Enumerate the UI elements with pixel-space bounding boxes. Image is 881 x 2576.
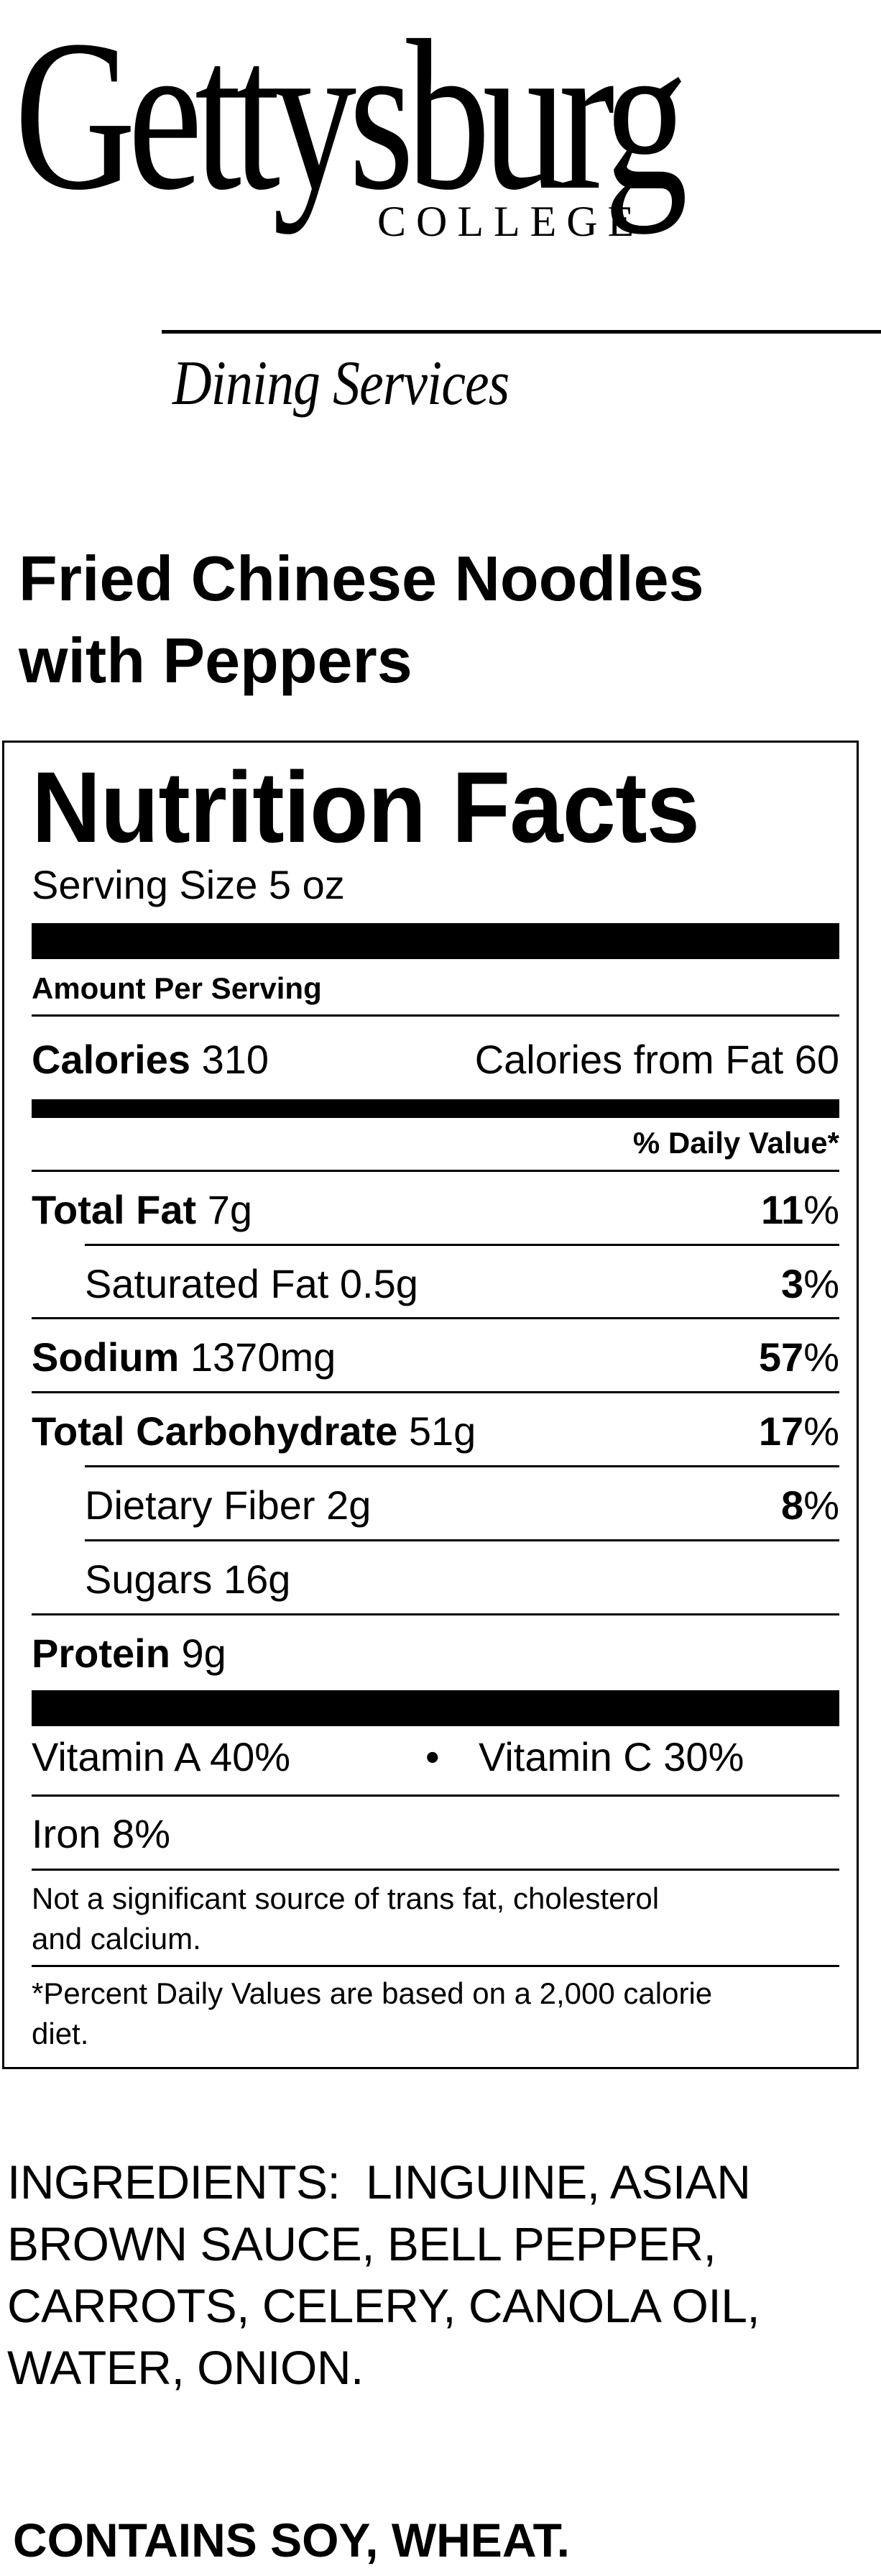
note-line2: and calcium. <box>32 1922 201 1956</box>
nutrient-row-protein: Protein 9g <box>32 1633 839 1674</box>
medium-divider <box>32 1099 839 1118</box>
nutrient-label: Sodium <box>32 1334 180 1380</box>
nutrient-label: Sugars <box>85 1557 213 1602</box>
ingredients-list: INGREDIENTS: LINGUINE, ASIAN BROWN SAUCE… <box>7 2151 877 2398</box>
nutrient-daily-value: 57% <box>758 1334 839 1380</box>
divider <box>32 1014 839 1017</box>
nutrient-label: Saturated Fat <box>85 1261 329 1306</box>
note-line1: Not a significant source of trans fat, c… <box>32 1881 660 1915</box>
nutrient-amount: 51g <box>408 1408 476 1454</box>
nutrition-facts-panel: Nutrition Facts Serving Size 5 oz Amount… <box>2 741 859 2069</box>
nutrient-amount: 9g <box>181 1631 226 1676</box>
divider <box>32 1170 839 1172</box>
nutrient-amount: 16g <box>223 1557 291 1602</box>
divider <box>85 1465 839 1467</box>
ingredients-line4: WATER, ONION. <box>7 2341 364 2394</box>
daily-value-footnote: *Percent Daily Values are based on a 2,0… <box>32 1974 839 2054</box>
nutrient-row-total-fat: Total Fat 7g 11% <box>32 1190 839 1230</box>
footnote-line2: diet. <box>32 2017 89 2050</box>
logo-subtitle: COLLEGE <box>377 198 645 245</box>
nutrient-daily-value: 8% <box>781 1482 839 1528</box>
thick-divider <box>32 1690 839 1726</box>
iron: Iron 8% <box>32 1811 170 1856</box>
calories-row: Calories 310 Calories from Fat 60 <box>32 1040 839 1080</box>
nutrient-row-sugars: Sugars 16g <box>32 1559 839 1600</box>
dish-title-line2: with Peppers <box>19 625 412 696</box>
nutrient-label: Total Carbohydrate <box>32 1408 398 1454</box>
nutrition-facts-title: Nutrition Facts <box>32 751 700 863</box>
ingredients-line2: BROWN SAUCE, BELL PEPPER, <box>7 2217 716 2270</box>
divider <box>32 1795 839 1797</box>
divider <box>32 1317 839 1319</box>
nutrient-row-total-carbohydrate: Total Carbohydrate 51g 17% <box>32 1411 839 1452</box>
allergen-statement: CONTAINS SOY, WHEAT. <box>13 2513 570 2567</box>
calories-label: Calories <box>32 1037 190 1082</box>
iron-row: Iron 8% <box>32 1814 839 1854</box>
calories-value: 310 <box>201 1037 269 1082</box>
nutrient-label: Protein <box>32 1631 170 1676</box>
serving-size: Serving Size 5 oz <box>32 862 345 907</box>
nutrient-daily-value: 17% <box>758 1408 839 1454</box>
thick-divider <box>32 923 839 959</box>
logo-wordmark: Gettysburg <box>14 0 688 234</box>
divider <box>85 1539 839 1541</box>
dish-title: Fried Chinese Noodles with Peppers <box>19 538 867 702</box>
divider <box>32 1869 839 1871</box>
vitamin-c: Vitamin C 30% <box>479 1734 744 1779</box>
nutrient-amount: 7g <box>207 1187 253 1232</box>
divider <box>32 1391 839 1393</box>
divider <box>32 1613 839 1615</box>
nutrient-daily-value: 11% <box>761 1187 839 1232</box>
department-name: Dining Services <box>172 349 509 418</box>
amount-per-serving: Amount Per Serving <box>32 971 322 1005</box>
daily-value-header: % Daily Value* <box>632 1126 839 1160</box>
nutrient-row-sodium: Sodium 1370mg 57% <box>32 1337 839 1378</box>
ingredients-line1: INGREDIENTS: LINGUINE, ASIAN <box>7 2155 751 2209</box>
vitamins-row: Vitamin A 40% • Vitamin C 30% <box>32 1737 839 1777</box>
logo-divider <box>162 330 881 334</box>
calories-from-fat: Calories from Fat 60 <box>474 1037 839 1082</box>
nutrient-daily-value: 3% <box>781 1261 839 1306</box>
vitamin-a: Vitamin A 40% <box>32 1734 291 1779</box>
nutrient-row-saturated-fat: Saturated Fat 0.5g 3% <box>32 1264 839 1304</box>
bullet-separator: • <box>425 1734 440 1779</box>
nutrient-amount: 2g <box>326 1482 372 1528</box>
nutrient-amount: 1370mg <box>190 1334 336 1380</box>
nutrient-label: Dietary Fiber <box>85 1482 315 1528</box>
ingredients-line3: CARROTS, CELERY, CANOLA OIL, <box>7 2279 760 2332</box>
divider <box>85 1244 839 1246</box>
dish-title-line1: Fried Chinese Noodles <box>19 543 704 614</box>
logo: Gettysburg COLLEGE Dining Services <box>14 0 881 460</box>
footnote-line1: *Percent Daily Values are based on a 2,0… <box>32 1976 713 2010</box>
nutrient-row-dietary-fiber: Dietary Fiber 2g 8% <box>32 1485 839 1526</box>
nutrient-label: Total Fat <box>32 1187 197 1232</box>
trans-fat-note: Not a significant source of trans fat, c… <box>32 1879 839 1959</box>
nutrient-amount: 0.5g <box>339 1261 418 1306</box>
divider <box>32 1965 839 1967</box>
